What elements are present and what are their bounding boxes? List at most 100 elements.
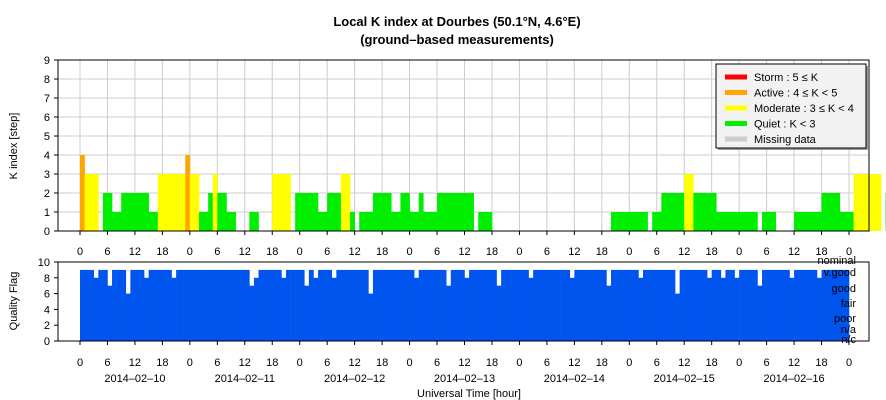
kindex-bar <box>125 193 131 231</box>
kindex-bar <box>336 193 342 231</box>
kindex-y-tick-label: 4 <box>44 150 50 162</box>
quality-bar <box>624 269 630 341</box>
quality-bar <box>487 269 493 341</box>
quality-bar <box>725 269 731 341</box>
kindex-x-tick-label: 12 <box>568 246 580 258</box>
kindex-bar <box>171 174 177 231</box>
kindex-bar <box>752 212 758 231</box>
kindex-bar <box>276 174 282 231</box>
quality-bar <box>437 269 442 341</box>
kindex-bar <box>684 174 690 231</box>
kindex-bar <box>766 212 772 231</box>
quality-bar <box>606 285 612 341</box>
quality-bar <box>826 269 831 341</box>
quality-bar <box>565 269 571 341</box>
kindex-bar <box>189 174 195 231</box>
quality-bar <box>391 269 397 341</box>
quality-x-tick-label: 18 <box>486 357 498 369</box>
kindex-bar <box>112 212 117 231</box>
kindex-bar <box>771 212 777 231</box>
quality-bar <box>748 269 754 341</box>
quality-bar <box>290 269 296 341</box>
kindex-bar <box>437 193 442 231</box>
kindex-bar <box>624 212 630 231</box>
kindex-bar <box>208 193 214 231</box>
quality-bar <box>162 269 168 341</box>
kindex-bar <box>729 212 735 231</box>
date-label: 2014–02–12 <box>324 373 385 385</box>
kindex-bar <box>418 193 424 231</box>
kindex-bar <box>386 193 392 231</box>
kindex-bar <box>322 212 328 231</box>
kindex-bar <box>716 212 722 231</box>
quality-bar <box>615 269 621 341</box>
quality-bar <box>501 269 506 341</box>
quality-bar <box>510 269 516 341</box>
quality-y-tick-label: 10 <box>38 257 50 269</box>
quality-bar <box>404 269 410 341</box>
legend: Storm : 5 ≤ K Active : 4 ≤ K < 5 Moderate … <box>715 63 868 150</box>
kindex-bar <box>281 174 287 231</box>
kindex-bar <box>849 212 854 231</box>
kindex-bar <box>656 212 662 231</box>
quality-bar <box>217 269 223 341</box>
quality-bar <box>556 269 561 341</box>
kindex-bar <box>221 193 227 231</box>
kindex-x-tick-label: 0 <box>77 246 83 258</box>
quality-x-tick-label: 18 <box>376 357 388 369</box>
quality-bar <box>93 277 99 341</box>
kindex-bar <box>693 193 699 231</box>
quality-bar <box>798 269 804 341</box>
quality-bar <box>345 269 351 341</box>
quality-bar <box>478 269 484 341</box>
legend-entry-label: Storm : 5 ≤ K <box>754 72 819 84</box>
kindex-bar <box>102 193 108 231</box>
kindex-bar <box>409 212 415 231</box>
kindex-x-tick-label: 6 <box>544 246 550 258</box>
quality-bar <box>491 269 497 341</box>
quality-bar <box>336 269 342 341</box>
quality-bar <box>199 269 204 341</box>
kindex-bar <box>295 193 301 231</box>
kindex-bar <box>633 212 639 231</box>
kindex-bar <box>830 193 836 231</box>
kindex-bar <box>720 212 726 231</box>
kindex-bar <box>226 212 232 231</box>
kindex-bar <box>144 193 149 231</box>
quality-level-label: n/c <box>841 334 856 346</box>
quality-bar <box>258 269 264 341</box>
kindex-x-tick-label: 12 <box>239 246 251 258</box>
quality-x-tick-label: 0 <box>516 357 522 369</box>
quality-bar <box>249 285 255 341</box>
quality-bar <box>432 269 438 341</box>
quality-bar <box>739 269 745 341</box>
quality-bar <box>308 269 314 341</box>
kindex-y-tick-label: 1 <box>44 207 50 219</box>
quality-bar <box>816 277 822 341</box>
kindex-x-tick-label: 12 <box>129 246 141 258</box>
quality-bar <box>327 269 333 341</box>
kindex-bar <box>464 193 470 231</box>
kindex-x-tick-label: 0 <box>297 246 303 258</box>
quality-bar <box>313 277 319 341</box>
quality-plot-frame <box>57 261 870 342</box>
quality-bar <box>661 269 667 341</box>
kindex-bar <box>93 174 99 231</box>
kindex-bar <box>835 193 841 231</box>
quality-x-tick-label: 0 <box>297 357 303 369</box>
date-label: 2014–02–13 <box>434 373 495 385</box>
legend-entry-label: Quiet : K < 3 <box>754 119 815 131</box>
quality-bar <box>240 269 246 341</box>
kindex-bar <box>134 193 140 231</box>
quality-y-tick-label: 8 <box>44 273 50 285</box>
quality-bar <box>386 269 392 341</box>
quality-x-tick-label: 12 <box>239 357 251 369</box>
kindex-bar <box>702 193 708 231</box>
quality-bar <box>318 269 323 341</box>
quality-bar <box>693 269 699 341</box>
quality-bar <box>276 269 282 341</box>
quality-bar <box>455 269 461 341</box>
quality-bar <box>253 277 259 341</box>
kindex-y-tick-label: 7 <box>44 93 50 105</box>
kindex-bar <box>821 193 827 231</box>
